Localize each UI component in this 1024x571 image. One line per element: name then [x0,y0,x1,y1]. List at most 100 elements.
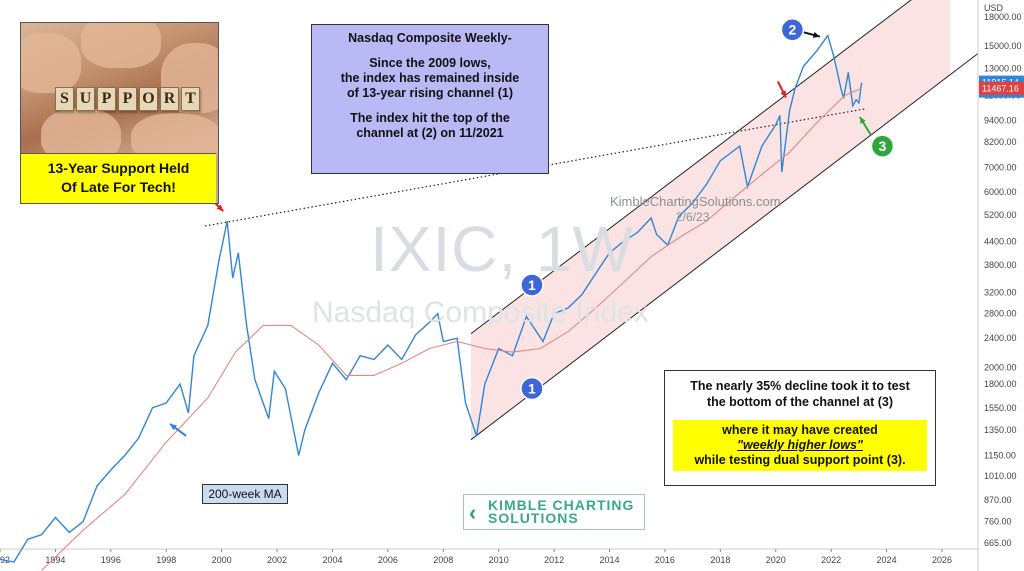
commentary-paragraph-1: Since the 2009 lows, the index has remai… [312,56,548,101]
x-tick-label: 2000 [212,555,232,565]
commentary-box: Nasdaq Composite Weekly- Since the 2009 … [311,24,549,174]
letter-cube: P [97,87,116,111]
y-tick-label: 7000.00 [984,162,1017,172]
x-tick-label: 2002 [267,555,287,565]
y-tick-label: 3800.00 [984,260,1017,270]
x-tick-label: 2012 [544,555,564,565]
highlight-line: where it may have created [722,423,878,437]
x-tick-label: 2018 [710,555,730,565]
support-caption: 13-Year Support Held Of Late For Tech! [21,153,216,203]
hand-shape [21,33,81,93]
index-name-watermark: Nasdaq Composite Index [312,296,649,329]
commentary-title: Nasdaq Composite Weekly- [348,31,512,45]
support-photo: S U P P O R T [21,23,218,163]
y-tick-label: 665.00 [984,538,1012,548]
y-tick-label: 18000.00 [984,12,1022,22]
channel-bottom-line [470,53,979,441]
x-tick-label: 2008 [433,555,453,565]
channel-marker-lower-circle [520,376,544,401]
decline-line: The nearly 35% decline took it to test [690,379,910,393]
source-label: KimbleChartingSolutions.com [610,194,781,209]
x-tick-label: 2004 [322,555,342,565]
x-tick-label: 1998 [156,555,176,565]
channel-marker-upper-circle [520,273,544,297]
y-tick-label: 2000.00 [984,362,1017,372]
highlight-line: while testing dual support point (3). [694,453,906,467]
ma-label: 200-week MA [202,484,288,504]
y-tick-label: 4400.00 [984,237,1017,247]
logo-line2: SOLUTIONS [488,510,579,526]
commentary-paragraph-2: The index hit the top of the channel at … [312,111,548,141]
x-tick-label: 2006 [378,555,398,565]
source-date: 2/6/23 [676,210,710,224]
support-caption-line1: 13-Year Support Held [47,160,190,176]
support-marker-3-circle [870,134,895,158]
commentary-line: the index has remained inside [340,71,520,85]
logo-k-icon: ‹ [469,500,477,525]
y-tick-label: 8200.00 [984,137,1017,147]
x-tick-label: 2020 [766,555,786,565]
highlight-emphasis: "weekly higher lows" [737,438,863,452]
black-arrow-to-2-head [812,32,820,38]
y-tick-label: 1150.00 [984,451,1016,461]
y-tick-label: 760.00 [984,517,1012,527]
letter-cube: P [118,87,137,111]
currency-label: USD [984,3,1004,13]
y-tick-label: 1350.00 [984,425,1017,435]
x-tick-label: 1994 [45,555,65,565]
red-arrow-2000-peak-head [216,204,224,212]
ticker-watermark: IXIC, 1W [370,213,635,285]
decline-commentary-box: The nearly 35% decline took it to test t… [664,370,936,486]
letter-cube: U [76,87,95,111]
hand-shape [81,23,161,68]
x-tick-label: 2010 [489,555,509,565]
y-tick-label: 6000.00 [984,187,1017,197]
top-marker-2-label: 2 [788,22,796,38]
ma-price-tag-bg [979,81,1024,95]
x-tick-label: 2024 [877,555,897,565]
letter-cube: T [181,87,200,111]
decline-line: the bottom of the channel at (3) [706,395,894,409]
price-series-line [0,34,863,563]
green-arrow-to-3-head [859,116,866,124]
x-tick-label: 2022 [821,555,841,565]
support-caption-line2: Of Late For Tech! [61,179,176,195]
x-tick-label: 2016 [655,555,675,565]
kimble-logo: ‹ KIMBLE CHARTING SOLUTIONS [463,494,645,530]
y-tick-label: 870.00 [984,495,1012,505]
channel-top-line [470,0,912,334]
commentary-line: The index hit the top of the [350,111,510,125]
y-tick-label: 3200.00 [984,287,1017,297]
channel-marker-lower-label: 1 [528,381,536,397]
x-tick-label: 1996 [101,555,121,565]
y-tick-label: 1010.00 [984,471,1017,481]
y-tick-label: 1550.00 [984,403,1017,413]
x-tick-label: 2026 [932,555,952,565]
support-cubes: S U P P O R T [55,87,200,111]
y-tick-label: 5200.00 [984,210,1017,220]
commentary-line: channel at (2) on 11/2021 [356,126,504,140]
y-tick-label: 13000.00 [984,64,1022,74]
y-tick-label: 2800.00 [984,309,1017,319]
red-arrow-2020-top-head [780,90,786,98]
y-tick-label: 2400.00 [984,333,1017,343]
ma-price-tag: 11467.16 [982,84,1019,94]
support-image-box: S U P P O R T 13-Year Support Held Of La… [20,22,219,204]
higher-lows-highlight: where it may have created "weekly higher… [673,420,927,471]
top-marker-2-circle [780,17,805,42]
ma-label-arrow-head [170,423,177,431]
logo-text: KIMBLE CHARTING SOLUTIONS [488,498,634,526]
commentary-line: of 13-year rising channel (1) [346,86,514,100]
y-tick-label: 15000.00 [984,41,1022,51]
x-tick-label: 2014 [600,555,620,565]
letter-cube: O [139,87,158,111]
ma-series-line [41,87,862,571]
support-marker-3-label: 3 [879,138,887,154]
channel-marker-upper-label: 1 [528,277,536,293]
commentary-line: Since the 2009 lows, [369,56,491,70]
letter-cube: S [55,87,74,111]
letter-cube: R [160,87,179,111]
y-tick-label: 1800.00 [984,379,1017,389]
